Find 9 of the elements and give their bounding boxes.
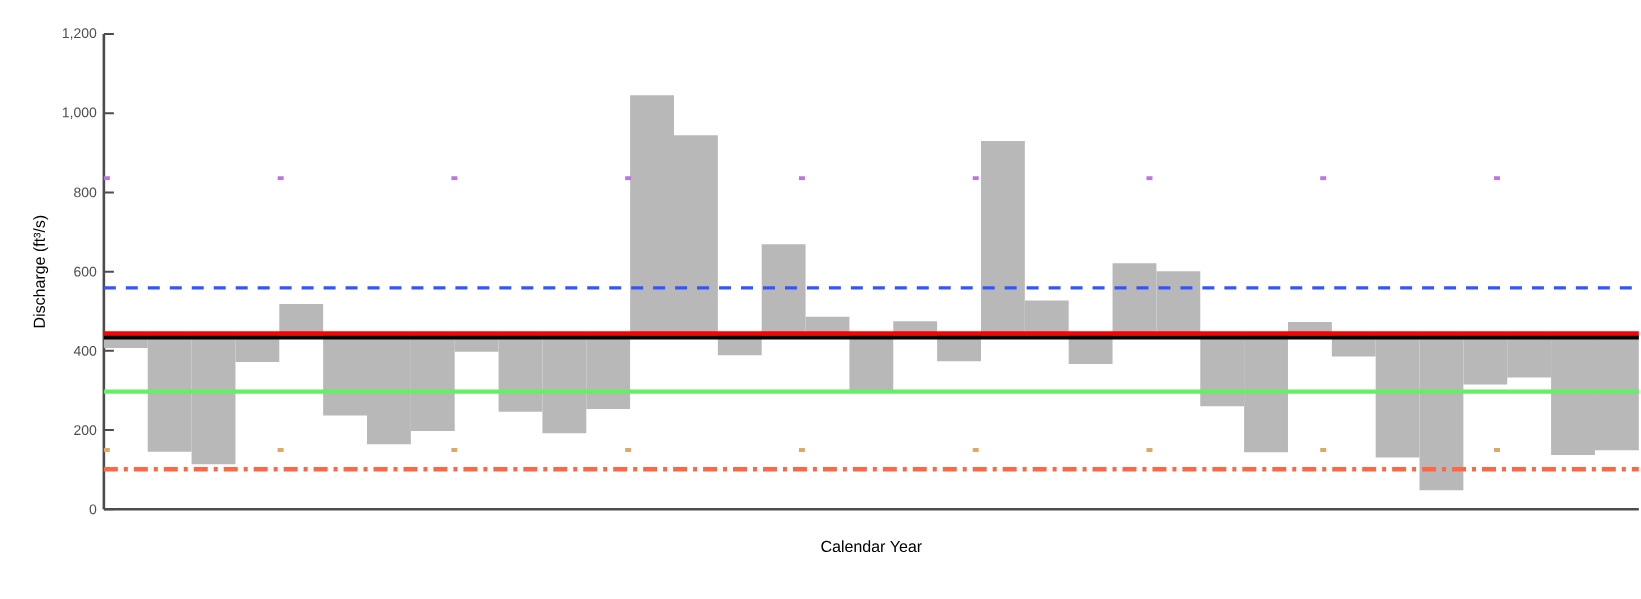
y-axis-title: Discharge (ft³/s) [33,215,49,328]
y-tick-label: 1,000 [62,107,97,119]
y-tick-label: 1,200 [62,28,97,40]
y-tick-label: 200 [74,425,97,435]
y-tick-label: 800 [74,187,97,198]
y-tick-label: 600 [74,266,97,277]
x-axis-title: Calendar Year [821,540,922,552]
y-tick-label: 0 [89,504,97,515]
y-tick-label: 400 [73,345,97,356]
